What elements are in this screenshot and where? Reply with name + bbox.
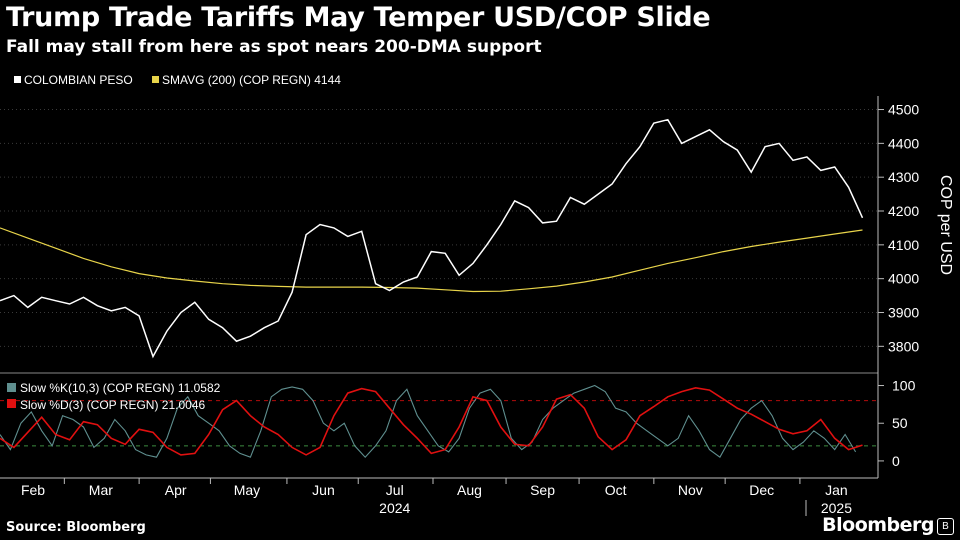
oscillator-y-tick-label: 100 [892, 378, 916, 394]
price-y-axis-label: COP per USD [937, 175, 954, 275]
x-axis-year-label: 2024 [379, 500, 410, 516]
x-axis-tick-label: Dec [749, 482, 774, 498]
x-axis-tick-label: Jul [386, 482, 404, 498]
source-note: Source: Bloomberg [6, 520, 146, 535]
slow-k-line [0, 384, 857, 459]
bloomberg-logo-icon: B [937, 518, 954, 535]
price-y-tick-label: 4500 [888, 102, 919, 118]
x-axis-tick-label: Jun [312, 482, 335, 498]
x-axis-tick-label: Nov [678, 482, 703, 498]
price-y-tick-label: 4100 [888, 237, 919, 253]
legend-label-sma: SMAVG (200) (COP REGN) 4144 [162, 73, 341, 87]
price-y-tick-label: 4400 [888, 135, 919, 151]
oscillator-y-tick-label: 50 [892, 415, 908, 431]
price-y-tick-labels: 3800 3900 4000 4100 4200 4300 4400 4500 [888, 102, 919, 355]
oscillator-y-tick-label: 0 [892, 453, 900, 469]
bloomberg-logo: Bloomberg [822, 514, 934, 536]
usd-cop-price-line [0, 118, 864, 359]
price-y-tick-label: 4300 [888, 169, 919, 185]
x-axis-tick-label: Jan [825, 482, 848, 498]
price-y-tick-label: 3800 [888, 338, 919, 354]
oscillator-reference-lines [0, 385, 884, 462]
chart-subtitle: Fall may stall from here as spot nears 2… [6, 37, 542, 57]
x-axis-tick-label: Mar [89, 482, 113, 498]
x-axis-ticks: Feb Mar Apr May Jun Jul Aug Sep Oct Nov Dec Jan 2024… [21, 478, 852, 516]
legend-label-price: COLOMBIAN PESO [24, 73, 133, 87]
legend-swatch-slow-k [7, 383, 16, 392]
x-axis-tick-label: Apr [165, 482, 187, 498]
x-axis-tick-label: Feb [21, 482, 45, 498]
slow-d-line [0, 386, 863, 456]
x-axis-tick-label: Sep [530, 482, 555, 498]
price-y-tick-label: 3900 [888, 304, 919, 320]
legend-swatch-price [14, 76, 21, 83]
oscillator-legend: Slow %K(10,3) (COP REGN) 11.0582 Slow %D… [7, 381, 221, 412]
x-axis-tick-label: Oct [605, 482, 627, 498]
price-y-tick-label: 4000 [888, 271, 919, 287]
price-gridlines [0, 109, 884, 347]
legend-swatch-slow-d [7, 399, 16, 408]
oscillator-y-tick-labels: 0 50 100 [892, 378, 916, 469]
x-axis-tick-label: Aug [457, 482, 482, 498]
legend-label-slow-k: Slow %K(10,3) (COP REGN) 11.0582 [20, 381, 221, 395]
top-legend: COLOMBIAN PESO SMAVG (200) (COP REGN) 41… [14, 73, 341, 87]
x-axis-tick-label: May [234, 482, 260, 498]
legend-swatch-sma [152, 76, 159, 83]
sma-200-line [0, 227, 863, 293]
legend-label-slow-d: Slow %D(3) (COP REGN) 21.0046 [20, 398, 206, 412]
price-y-tick-label: 4200 [888, 203, 919, 219]
chart-title: Trump Trade Tariffs May Temper USD/COP S… [6, 2, 711, 33]
x-axis-year-label: 2025 [821, 500, 852, 516]
